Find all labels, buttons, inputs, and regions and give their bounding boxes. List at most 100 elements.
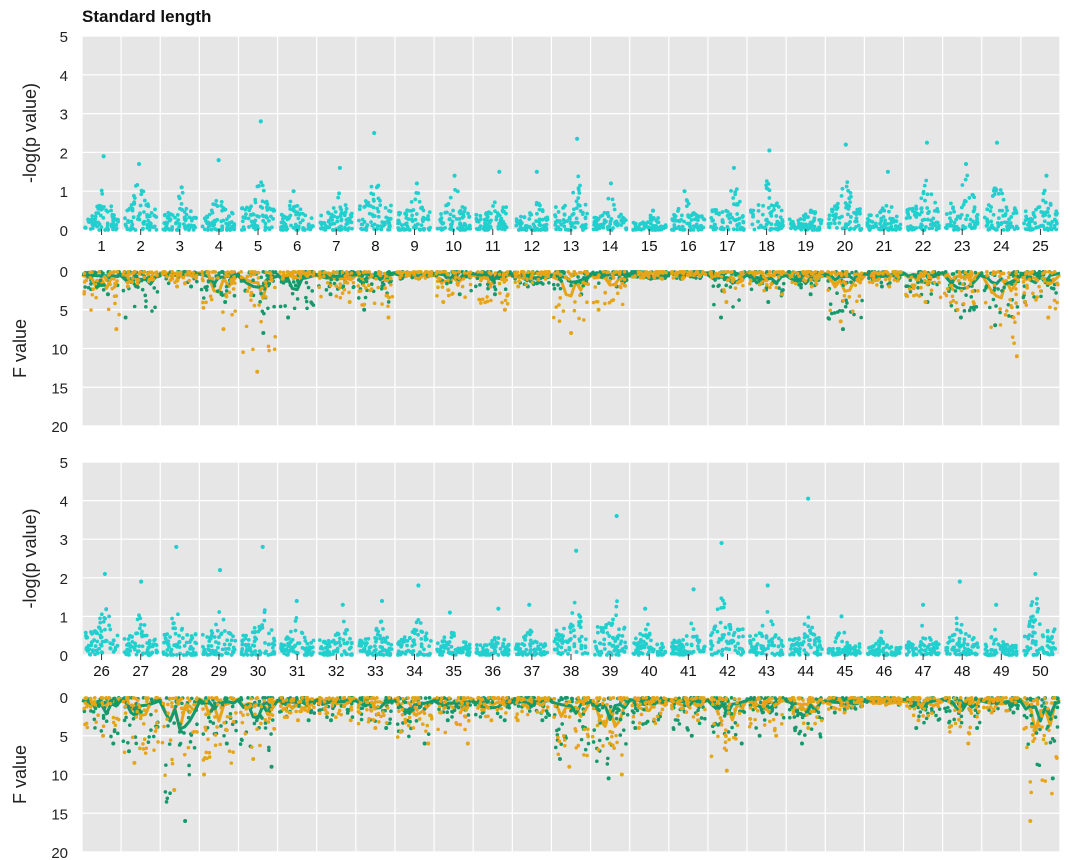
pvalue-point (216, 641, 221, 646)
fvalue-point-series-a (731, 305, 735, 309)
fvalue-peak-point-series-a (457, 292, 462, 297)
pvalue-point (252, 221, 257, 226)
fvalue-point-series-b (345, 281, 350, 285)
fvalue-point-series-b (318, 275, 322, 280)
pvalue-point (959, 212, 964, 217)
pvalue-point (345, 221, 350, 226)
pvalue-point (871, 225, 876, 230)
fvalue-point-series-b (259, 319, 263, 324)
fvalue-point-series-b (777, 269, 782, 274)
pvalue-point (440, 221, 445, 226)
pvalue-tick-label: 1 (60, 609, 68, 626)
pvalue-point (598, 214, 603, 219)
pvalue-point (571, 628, 576, 633)
fvalue-point-series-b (1034, 298, 1038, 302)
pvalue-point (113, 217, 118, 222)
fvalue-point-series-b (82, 271, 87, 276)
pvalue-point (684, 204, 689, 209)
pvalue-point (367, 645, 372, 650)
pvalue-point (535, 640, 539, 645)
fvalue-point-series-b (112, 270, 117, 274)
fvalue-point-series-b (285, 273, 289, 277)
pvalue-point (212, 635, 217, 639)
fvalue-point-series-b (1052, 270, 1057, 274)
fvalue-peak-point-series-b (569, 331, 574, 335)
pvalue-point (342, 213, 347, 218)
pvalue-point (461, 227, 465, 232)
fvalue-point-series-a (535, 281, 539, 286)
pvalue-point (1046, 221, 1051, 226)
fvalue-point-series-b (151, 277, 156, 282)
pvalue-point (439, 216, 444, 220)
pvalue-point (94, 648, 99, 653)
fvalue-point-series-a (828, 302, 833, 306)
pvalue-point (233, 638, 238, 643)
fvalue-point-series-b (914, 293, 919, 297)
pvalue-point (135, 631, 140, 636)
pvalue-point (221, 617, 226, 622)
fvalue-point-series-b (252, 272, 256, 277)
fvalue-point-series-b (328, 283, 333, 288)
pvalue-point (655, 652, 660, 657)
fvalue-point-series-a (132, 304, 137, 309)
pvalue-point (561, 217, 566, 222)
pvalue-point (387, 227, 392, 232)
fvalue-point-series-b (457, 276, 461, 280)
fvalue-point-series-b (455, 282, 460, 286)
pvalue-point (810, 228, 815, 232)
pvalue-point (154, 228, 159, 232)
pvalue-point (439, 212, 443, 216)
fvalue-point-series-b (958, 272, 962, 277)
pvalue-point (240, 206, 245, 210)
pvalue-point (145, 647, 150, 652)
pvalue-point (90, 214, 95, 218)
fvalue-point-series-a (748, 275, 752, 279)
fvalue-point-series-b (384, 274, 388, 278)
fvalue-point-series-b (604, 276, 609, 280)
pvalue-axis-label: -log(p value) (20, 508, 40, 608)
fvalue-peak-point-series-b (441, 300, 446, 304)
pvalue-point (927, 209, 931, 214)
pvalue-point (260, 183, 265, 188)
pvalue-point (231, 650, 235, 655)
fvalue-point-series-b (325, 280, 330, 285)
pvalue-point (679, 217, 684, 222)
pvalue-point (484, 211, 489, 215)
fvalue-point-series-a (1039, 294, 1043, 299)
pvalue-point (447, 640, 452, 644)
pvalue-point (261, 218, 266, 223)
fvalue-point-series-a (99, 283, 104, 287)
pvalue-peak-point (924, 140, 930, 145)
pvalue-point (136, 214, 141, 219)
pvalue-point (932, 208, 937, 213)
pvalue-point (505, 653, 510, 657)
pvalue-point (672, 214, 677, 219)
pvalue-point (516, 642, 521, 647)
pvalue-point (442, 635, 447, 640)
pvalue-point (331, 649, 336, 654)
pvalue-point (652, 224, 656, 228)
pvalue-point (272, 643, 277, 647)
pvalue-point (518, 225, 523, 229)
fvalue-point-series-a (1021, 295, 1026, 300)
pvalue-point (200, 632, 205, 637)
pvalue-peak-point (174, 544, 179, 550)
fvalue-point-series-b (1042, 279, 1047, 284)
fvalue-point-series-b (256, 276, 261, 280)
fvalue-point-series-a (972, 305, 976, 309)
fvalue-peak-point-series-b (386, 315, 391, 320)
fvalue-point-series-b (566, 269, 571, 274)
pvalue-point (182, 643, 187, 648)
pvalue-point (176, 612, 180, 617)
pvalue-point (1014, 224, 1019, 229)
fvalue-point-series-b (460, 284, 465, 289)
pvalue-point (99, 188, 104, 193)
pvalue-point (524, 647, 529, 652)
fvalue-point-series-a (724, 283, 729, 288)
pvalue-point (606, 196, 611, 201)
fvalue-point-series-b (576, 282, 581, 287)
fvalue-point-series-a (144, 304, 148, 309)
pvalue-point (113, 647, 118, 652)
pvalue-point (592, 219, 597, 224)
pvalue-point (991, 212, 996, 217)
